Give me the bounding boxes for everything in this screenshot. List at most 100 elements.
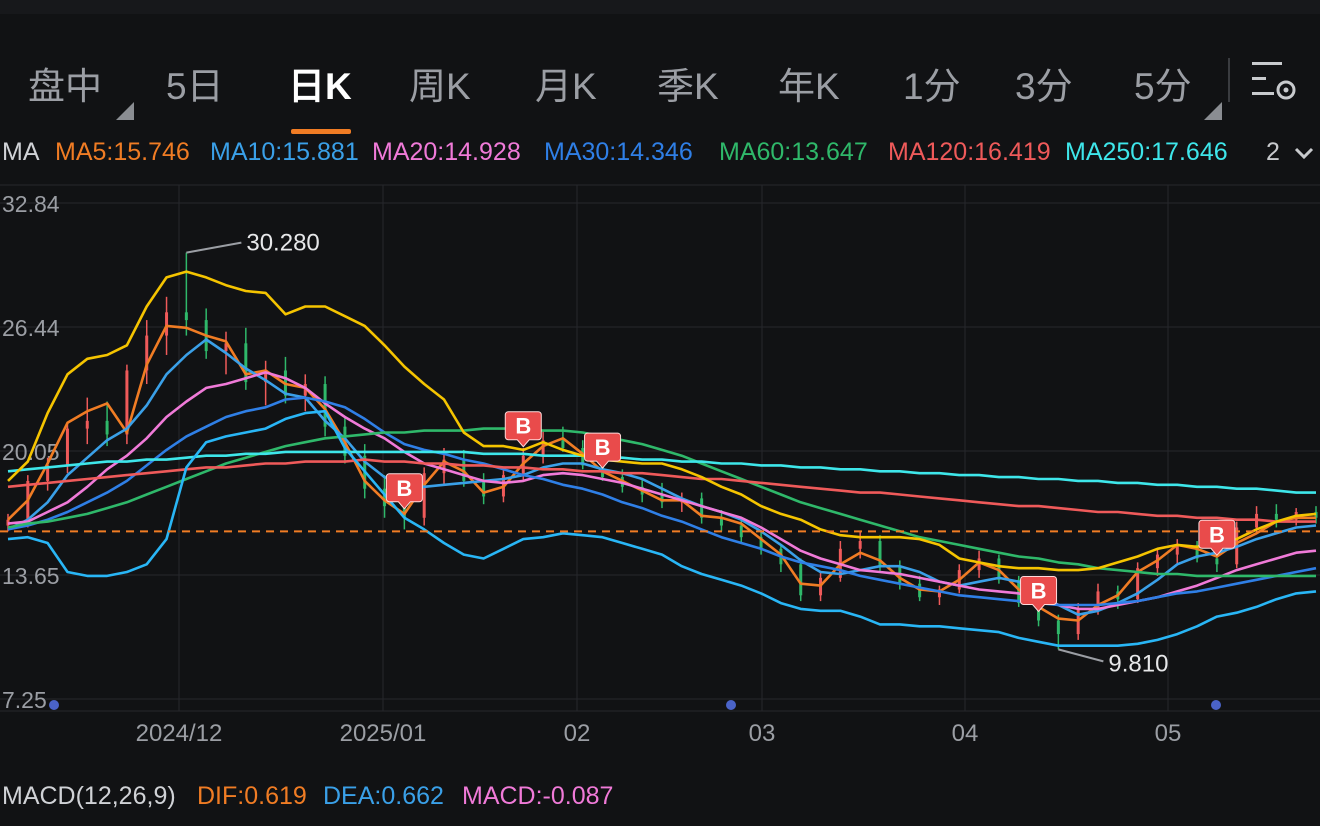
candle-body bbox=[1274, 513, 1278, 520]
event-dots bbox=[49, 700, 1221, 710]
candle-body bbox=[184, 312, 188, 321]
buy-marker-letter: B bbox=[1031, 579, 1047, 604]
candle-body bbox=[125, 370, 129, 435]
candle-body bbox=[1136, 568, 1140, 600]
ma10-label: MA10:15.881 bbox=[210, 138, 359, 166]
period-tab-bar: 盘中 5日 日K 周K 月K 季K 年K 1分 3分 5分 bbox=[0, 40, 1320, 136]
candle-body bbox=[224, 343, 228, 352]
candle-body bbox=[1195, 544, 1199, 559]
tab-daily-k[interactable]: 日K bbox=[288, 66, 352, 107]
x-tick-label: 03 bbox=[749, 720, 776, 747]
candle-body bbox=[878, 541, 882, 567]
line-ma20 bbox=[7, 371, 1317, 611]
candle-body bbox=[719, 517, 723, 526]
tab-1min[interactable]: 1分 bbox=[903, 66, 961, 107]
candle-body bbox=[165, 312, 169, 336]
candle-body bbox=[85, 420, 89, 429]
y-tick-label: 26.44 bbox=[2, 315, 60, 341]
y-tick-label: 7.25 bbox=[2, 687, 47, 713]
intraday-dropdown-corner-icon[interactable] bbox=[116, 102, 134, 120]
minutes-dropdown-corner-icon[interactable] bbox=[1204, 102, 1222, 120]
tab-5min[interactable]: 5分 bbox=[1134, 66, 1192, 107]
candle-body bbox=[65, 428, 69, 466]
candle-body bbox=[383, 488, 387, 507]
line-ma30 bbox=[7, 396, 1317, 607]
event-dot-icon bbox=[726, 700, 736, 710]
line-ma120 bbox=[7, 458, 1316, 523]
candle-body bbox=[858, 541, 862, 549]
buy-marker-letter: B bbox=[1209, 522, 1225, 547]
tab-monthly-k[interactable]: 月K bbox=[535, 66, 597, 107]
x-tick-label: 2024/12 bbox=[136, 720, 223, 747]
tab-weekly-k[interactable]: 周K bbox=[409, 66, 471, 107]
candle-body bbox=[541, 440, 545, 456]
candle-body bbox=[442, 459, 446, 474]
x-axis-labels: 2024/12 2025/01 02 03 04 05 bbox=[136, 720, 1182, 747]
candle-body bbox=[937, 589, 941, 598]
candle-body bbox=[264, 370, 268, 383]
y-tick-label: 32.84 bbox=[2, 191, 60, 217]
buy-marker-shape bbox=[1020, 576, 1058, 613]
buy-marker: B bbox=[584, 432, 622, 469]
candle-body bbox=[105, 420, 109, 435]
x-tick-label: 05 bbox=[1155, 720, 1182, 747]
candle-body bbox=[244, 343, 248, 383]
candle-body bbox=[46, 465, 50, 481]
event-dot-icon bbox=[49, 700, 59, 710]
candle-body bbox=[700, 498, 704, 518]
ma30-label: MA30:14.346 bbox=[544, 138, 693, 166]
chart-settings-icon[interactable] bbox=[1248, 56, 1300, 104]
dea-label: DEA:0.662 bbox=[323, 782, 444, 810]
candle-body bbox=[303, 384, 307, 396]
ma-toggle[interactable]: 2 bbox=[1266, 138, 1315, 167]
ma-legend-title: MA bbox=[2, 138, 40, 166]
buy-markers: B B B B B bbox=[385, 411, 1236, 613]
candle-body bbox=[1096, 591, 1100, 609]
buy-marker: B bbox=[504, 411, 542, 448]
event-dot-icon bbox=[1211, 700, 1221, 710]
ma20-label: MA20:14.928 bbox=[372, 138, 521, 166]
ma-legend: MA MA5:15.746 MA10:15.881 MA20:14.928 MA… bbox=[0, 138, 1320, 170]
line-upper bbox=[7, 270, 1317, 572]
candle-body bbox=[1215, 558, 1219, 565]
y-tick-label: 13.65 bbox=[2, 563, 60, 589]
candle-body bbox=[323, 384, 327, 427]
chevron-down-icon bbox=[1294, 148, 1313, 160]
ma5-label: MA5:15.746 bbox=[55, 138, 190, 166]
buy-marker-shape bbox=[385, 473, 423, 510]
tab-quarterly-k[interactable]: 季K bbox=[657, 66, 719, 107]
ma250-label: MA250:17.646 bbox=[1065, 138, 1228, 166]
tab-5day[interactable]: 5日 bbox=[166, 66, 224, 107]
buy-marker-letter: B bbox=[396, 476, 412, 501]
candle-body bbox=[660, 494, 664, 503]
x-tick-label: 04 bbox=[952, 720, 979, 747]
candle-body bbox=[977, 558, 981, 571]
candle-body bbox=[1175, 544, 1179, 555]
buy-marker: B bbox=[1198, 519, 1236, 557]
candle-body bbox=[1017, 579, 1021, 604]
buy-marker: B bbox=[385, 473, 423, 510]
tab-yearly-k[interactable]: 年K bbox=[778, 66, 840, 107]
ma120-label: MA120:16.419 bbox=[888, 138, 1051, 166]
candle-body bbox=[739, 525, 743, 538]
high-price-label: 30.280 bbox=[246, 230, 319, 257]
x-tick-label: 02 bbox=[564, 720, 591, 747]
candle-body bbox=[422, 473, 426, 518]
buy-marker-shape bbox=[584, 432, 622, 469]
tab-divider bbox=[1228, 58, 1230, 102]
line-lower bbox=[7, 409, 1317, 648]
buy-marker-letter: B bbox=[515, 414, 531, 439]
tab-intraday[interactable]: 盘中 bbox=[28, 66, 102, 107]
buy-marker-shape bbox=[504, 411, 542, 448]
low-price-label: 9.810 bbox=[1108, 650, 1168, 677]
buy-marker: B bbox=[1020, 576, 1058, 613]
dif-label: DIF:0.619 bbox=[197, 782, 307, 810]
line-ma10 bbox=[7, 338, 1317, 617]
macd-value-label: MACD:-0.087 bbox=[462, 782, 614, 810]
low-leader-line bbox=[1058, 648, 1104, 663]
candle-body bbox=[482, 480, 486, 497]
ma-lines bbox=[7, 270, 1317, 648]
candle-body bbox=[759, 537, 763, 549]
tab-3min[interactable]: 3分 bbox=[1015, 66, 1073, 107]
